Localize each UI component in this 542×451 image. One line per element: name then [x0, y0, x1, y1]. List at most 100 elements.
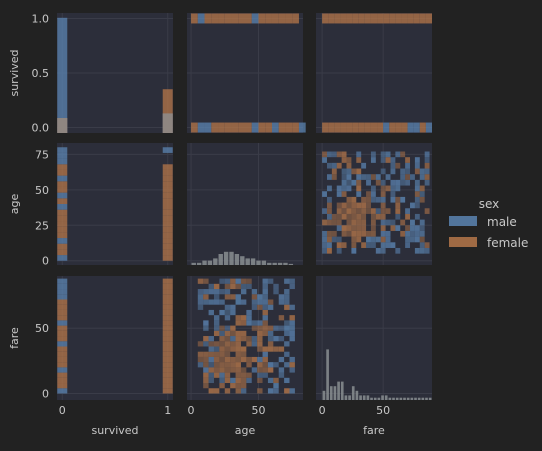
strip-cell-female: [57, 209, 68, 216]
heat-cell-male: [219, 372, 225, 378]
strip-cell-female: [162, 325, 173, 331]
heat-cell-male: [262, 283, 268, 290]
heat-cell-female: [219, 367, 225, 373]
heat-cell-female: [284, 388, 290, 394]
hist-bar-age: [267, 262, 272, 265]
heat-cell-female: [230, 356, 236, 363]
strip-cell-female: [57, 226, 68, 233]
heat-cell-female: [278, 315, 285, 321]
heat-cell-female: [230, 367, 236, 373]
heat-cell-female: [356, 168, 362, 175]
heat-cell-female: [235, 315, 241, 321]
strip-cell-female: [204, 13, 212, 24]
heat-cell-female: [414, 168, 420, 175]
heat-cell-female: [219, 356, 225, 363]
hist-bar-female: [162, 89, 173, 133]
y-tick-label: 0.0: [32, 122, 50, 135]
heat-cell-female: [366, 196, 371, 203]
heat-cell-female: [326, 236, 332, 243]
heat-cell-female: [246, 362, 252, 368]
heat-cell-male: [262, 299, 268, 305]
heat-cell-female: [380, 208, 386, 214]
heat-cell-male: [219, 330, 225, 337]
hist-bar-fare: [425, 397, 428, 400]
strip-cell-female: [346, 13, 353, 24]
heat-cell-female: [336, 242, 342, 248]
heat-cell-female: [224, 367, 231, 373]
strip-cell-male: [57, 175, 68, 182]
strip-cell-female: [389, 13, 396, 24]
hist-bar-overlap: [57, 118, 68, 133]
heat-cell-female: [224, 341, 231, 347]
heat-cell-male: [414, 202, 420, 209]
heat-cell-female: [257, 362, 263, 368]
heat-cell-male: [419, 247, 425, 254]
strip-cell-female: [218, 122, 225, 133]
heat-cell-male: [370, 151, 376, 158]
heat-cell-male: [370, 157, 376, 163]
heat-cell-male: [336, 225, 342, 231]
heat-cell-male: [257, 356, 263, 363]
y-axis-label-age: age: [8, 194, 21, 215]
strip-cell-female: [162, 367, 173, 373]
heat-cell-female: [257, 367, 263, 373]
hist-bar-fare: [384, 395, 388, 400]
heat-cell-female: [224, 330, 231, 337]
heat-cell-female: [424, 208, 430, 214]
hist-bar-fare: [322, 390, 326, 400]
strip-cell-male: [57, 341, 68, 347]
heat-cell-female: [224, 362, 231, 368]
heat-cell-male: [424, 168, 430, 175]
heat-cell-female: [213, 283, 220, 290]
heat-cell-female: [224, 356, 231, 363]
heat-cell-female: [289, 362, 295, 368]
strip-cell-female: [57, 309, 68, 316]
heat-cell-female: [366, 230, 371, 237]
heat-cell-male: [262, 372, 268, 378]
heat-cell-female: [322, 151, 327, 158]
heat-cell-male: [246, 320, 252, 326]
heat-cell-male: [278, 299, 285, 305]
heat-cell-male: [361, 174, 367, 180]
hist-bar-fare: [428, 397, 432, 400]
heat-cell-female: [262, 362, 268, 368]
hist-bar-age: [213, 258, 218, 265]
heat-cell-female: [356, 213, 362, 220]
heat-cell-male: [380, 230, 386, 237]
heat-cell-male: [419, 242, 425, 248]
hist-bar-fare: [388, 397, 392, 400]
heat-cell-female: [400, 151, 406, 158]
heat-cell-female: [326, 219, 332, 226]
heat-cell-male: [375, 208, 381, 214]
heat-cell-male: [197, 362, 204, 368]
strip-cell-female: [162, 315, 173, 321]
strip-cell-female: [370, 122, 378, 133]
strip-cell-female: [340, 13, 347, 24]
hist-bar-age: [277, 262, 283, 265]
heat-cell-female: [219, 325, 225, 331]
heat-cell-female: [351, 208, 357, 214]
hist-bar-fare: [373, 397, 377, 400]
heat-cell-female: [346, 219, 352, 226]
strip-cell-female: [224, 13, 232, 24]
heat-cell-male: [424, 247, 430, 254]
heat-cell-female: [361, 219, 367, 226]
strip-cell-female: [285, 13, 293, 24]
heat-cell-female: [224, 283, 231, 290]
heat-cell-male: [366, 236, 371, 243]
strip-cell-female: [162, 215, 173, 222]
strip-cell-female: [265, 13, 272, 24]
heat-cell-female: [326, 247, 332, 254]
strip-cell-female: [245, 122, 252, 133]
heat-cell-male: [419, 230, 425, 237]
heat-cell-male: [326, 174, 332, 180]
heat-cell-male: [203, 289, 209, 295]
heat-cell-male: [273, 336, 279, 342]
heat-cell-female: [230, 325, 236, 331]
heat-cell-male: [278, 325, 285, 331]
strip-cell-female: [162, 356, 173, 363]
heat-cell-female: [203, 351, 209, 357]
heat-cell-female: [213, 330, 220, 337]
heat-cell-female: [414, 191, 420, 197]
